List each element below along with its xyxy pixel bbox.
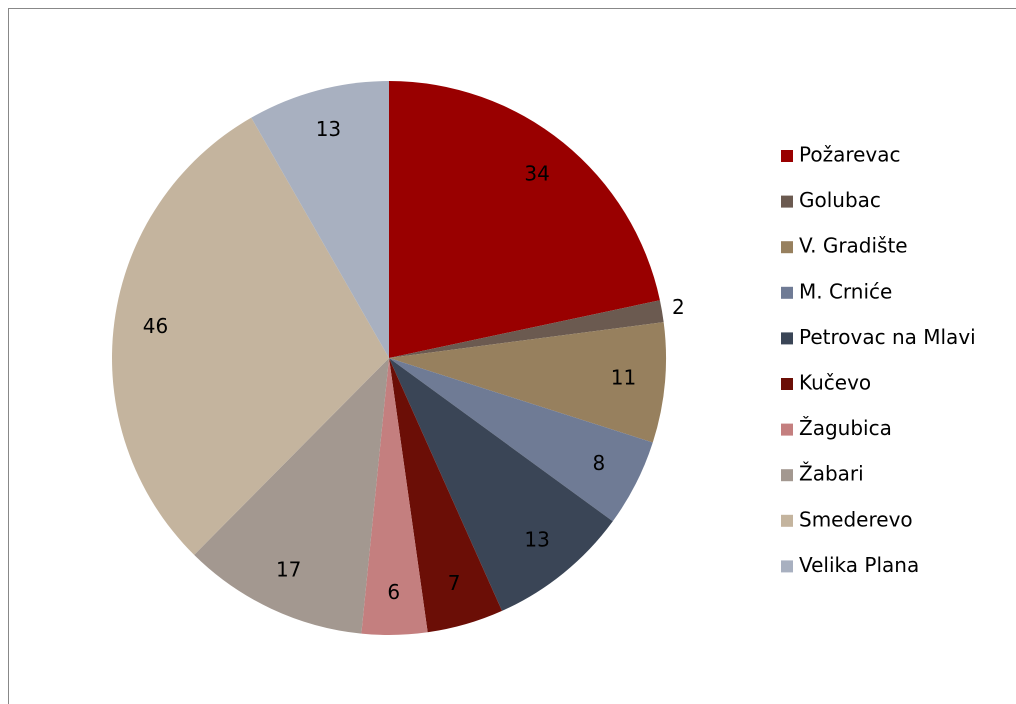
legend-label: Požarevac (799, 143, 901, 167)
pie-slice (112, 117, 390, 555)
data-label: 11 (611, 366, 636, 390)
legend-swatch (781, 378, 793, 390)
pie-slice (361, 358, 428, 636)
legend-label: M. Crniće (799, 279, 892, 303)
data-label: 46 (143, 314, 168, 338)
legend-label: Petrovac na Mlavi (799, 325, 976, 349)
data-label: 13 (316, 117, 341, 141)
data-label: 17 (276, 558, 301, 582)
legend-swatch (781, 241, 793, 254)
legend-swatch (781, 469, 793, 482)
legend-label: Žabari (799, 462, 864, 486)
pie-slice (389, 358, 653, 522)
legend-swatch (781, 514, 793, 527)
data-label: 7 (448, 571, 461, 595)
pie-slice (389, 81, 660, 358)
legend-label: Žagubica (799, 416, 892, 440)
legend-swatch (781, 332, 793, 345)
legend-label: Kučevo (799, 371, 871, 395)
data-label: 2 (672, 295, 685, 319)
data-label: 6 (387, 580, 400, 604)
data-label: 8 (593, 451, 606, 475)
legend-swatch (781, 150, 793, 162)
legend-label: Velika Plana (799, 553, 919, 577)
data-label: 13 (524, 528, 549, 552)
pie-slice (389, 300, 664, 358)
pie-slice (389, 358, 503, 633)
legend-swatch (781, 423, 793, 436)
legend-swatch (781, 286, 793, 299)
pie-slice (389, 322, 666, 443)
legend-label: V. Gradište (799, 234, 908, 258)
legend-label: Golubac (799, 188, 881, 212)
legend-swatch (781, 560, 793, 573)
pie-slice (194, 358, 389, 634)
pie-slice (251, 81, 389, 358)
data-label: 34 (524, 161, 549, 185)
pie-slice (389, 358, 613, 611)
legend-swatch (781, 195, 793, 208)
legend-label: Smederevo (799, 507, 913, 531)
